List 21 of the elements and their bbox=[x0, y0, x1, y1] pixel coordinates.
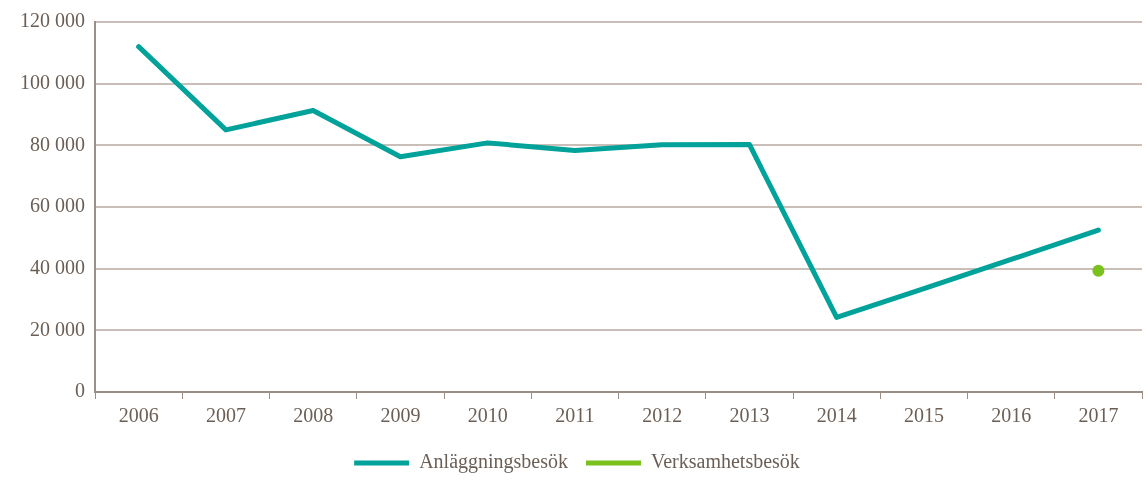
y-tick-label: 20 000 bbox=[30, 317, 85, 340]
y-tick-label: 60 000 bbox=[30, 194, 85, 217]
y-tick-label: 80 000 bbox=[30, 132, 85, 155]
x-tick-label: 2009 bbox=[380, 404, 421, 427]
legend-label: Anläggningsbesök bbox=[419, 450, 569, 474]
x-tick-label: 2010 bbox=[467, 404, 508, 427]
y-tick-label: 40 000 bbox=[30, 255, 85, 278]
x-tick-label: 2013 bbox=[729, 404, 770, 427]
y-tick-label: 0 bbox=[75, 379, 85, 402]
x-tick-label: 2006 bbox=[118, 404, 159, 427]
x-tick-label: 2016 bbox=[991, 404, 1032, 427]
x-tick-label: 2008 bbox=[293, 404, 334, 427]
x-tick-label: 2011 bbox=[555, 404, 595, 427]
x-tick-label: 2012 bbox=[642, 404, 683, 427]
y-tick-label: 120 000 bbox=[20, 9, 85, 32]
x-tick-label: 2017 bbox=[1078, 404, 1119, 427]
x-tick-label: 2007 bbox=[205, 404, 246, 427]
y-tick-label: 100 000 bbox=[20, 70, 85, 93]
x-tick-label: 2015 bbox=[903, 404, 944, 427]
legend-label: Verksamhetsbesök bbox=[651, 450, 800, 473]
x-tick-label: 2014 bbox=[816, 404, 857, 427]
